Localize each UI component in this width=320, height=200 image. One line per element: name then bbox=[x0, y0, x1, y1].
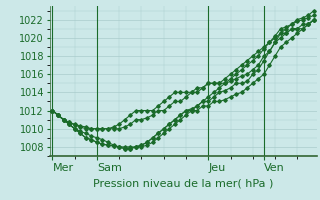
X-axis label: Pression niveau de la mer( hPa ): Pression niveau de la mer( hPa ) bbox=[93, 178, 273, 188]
